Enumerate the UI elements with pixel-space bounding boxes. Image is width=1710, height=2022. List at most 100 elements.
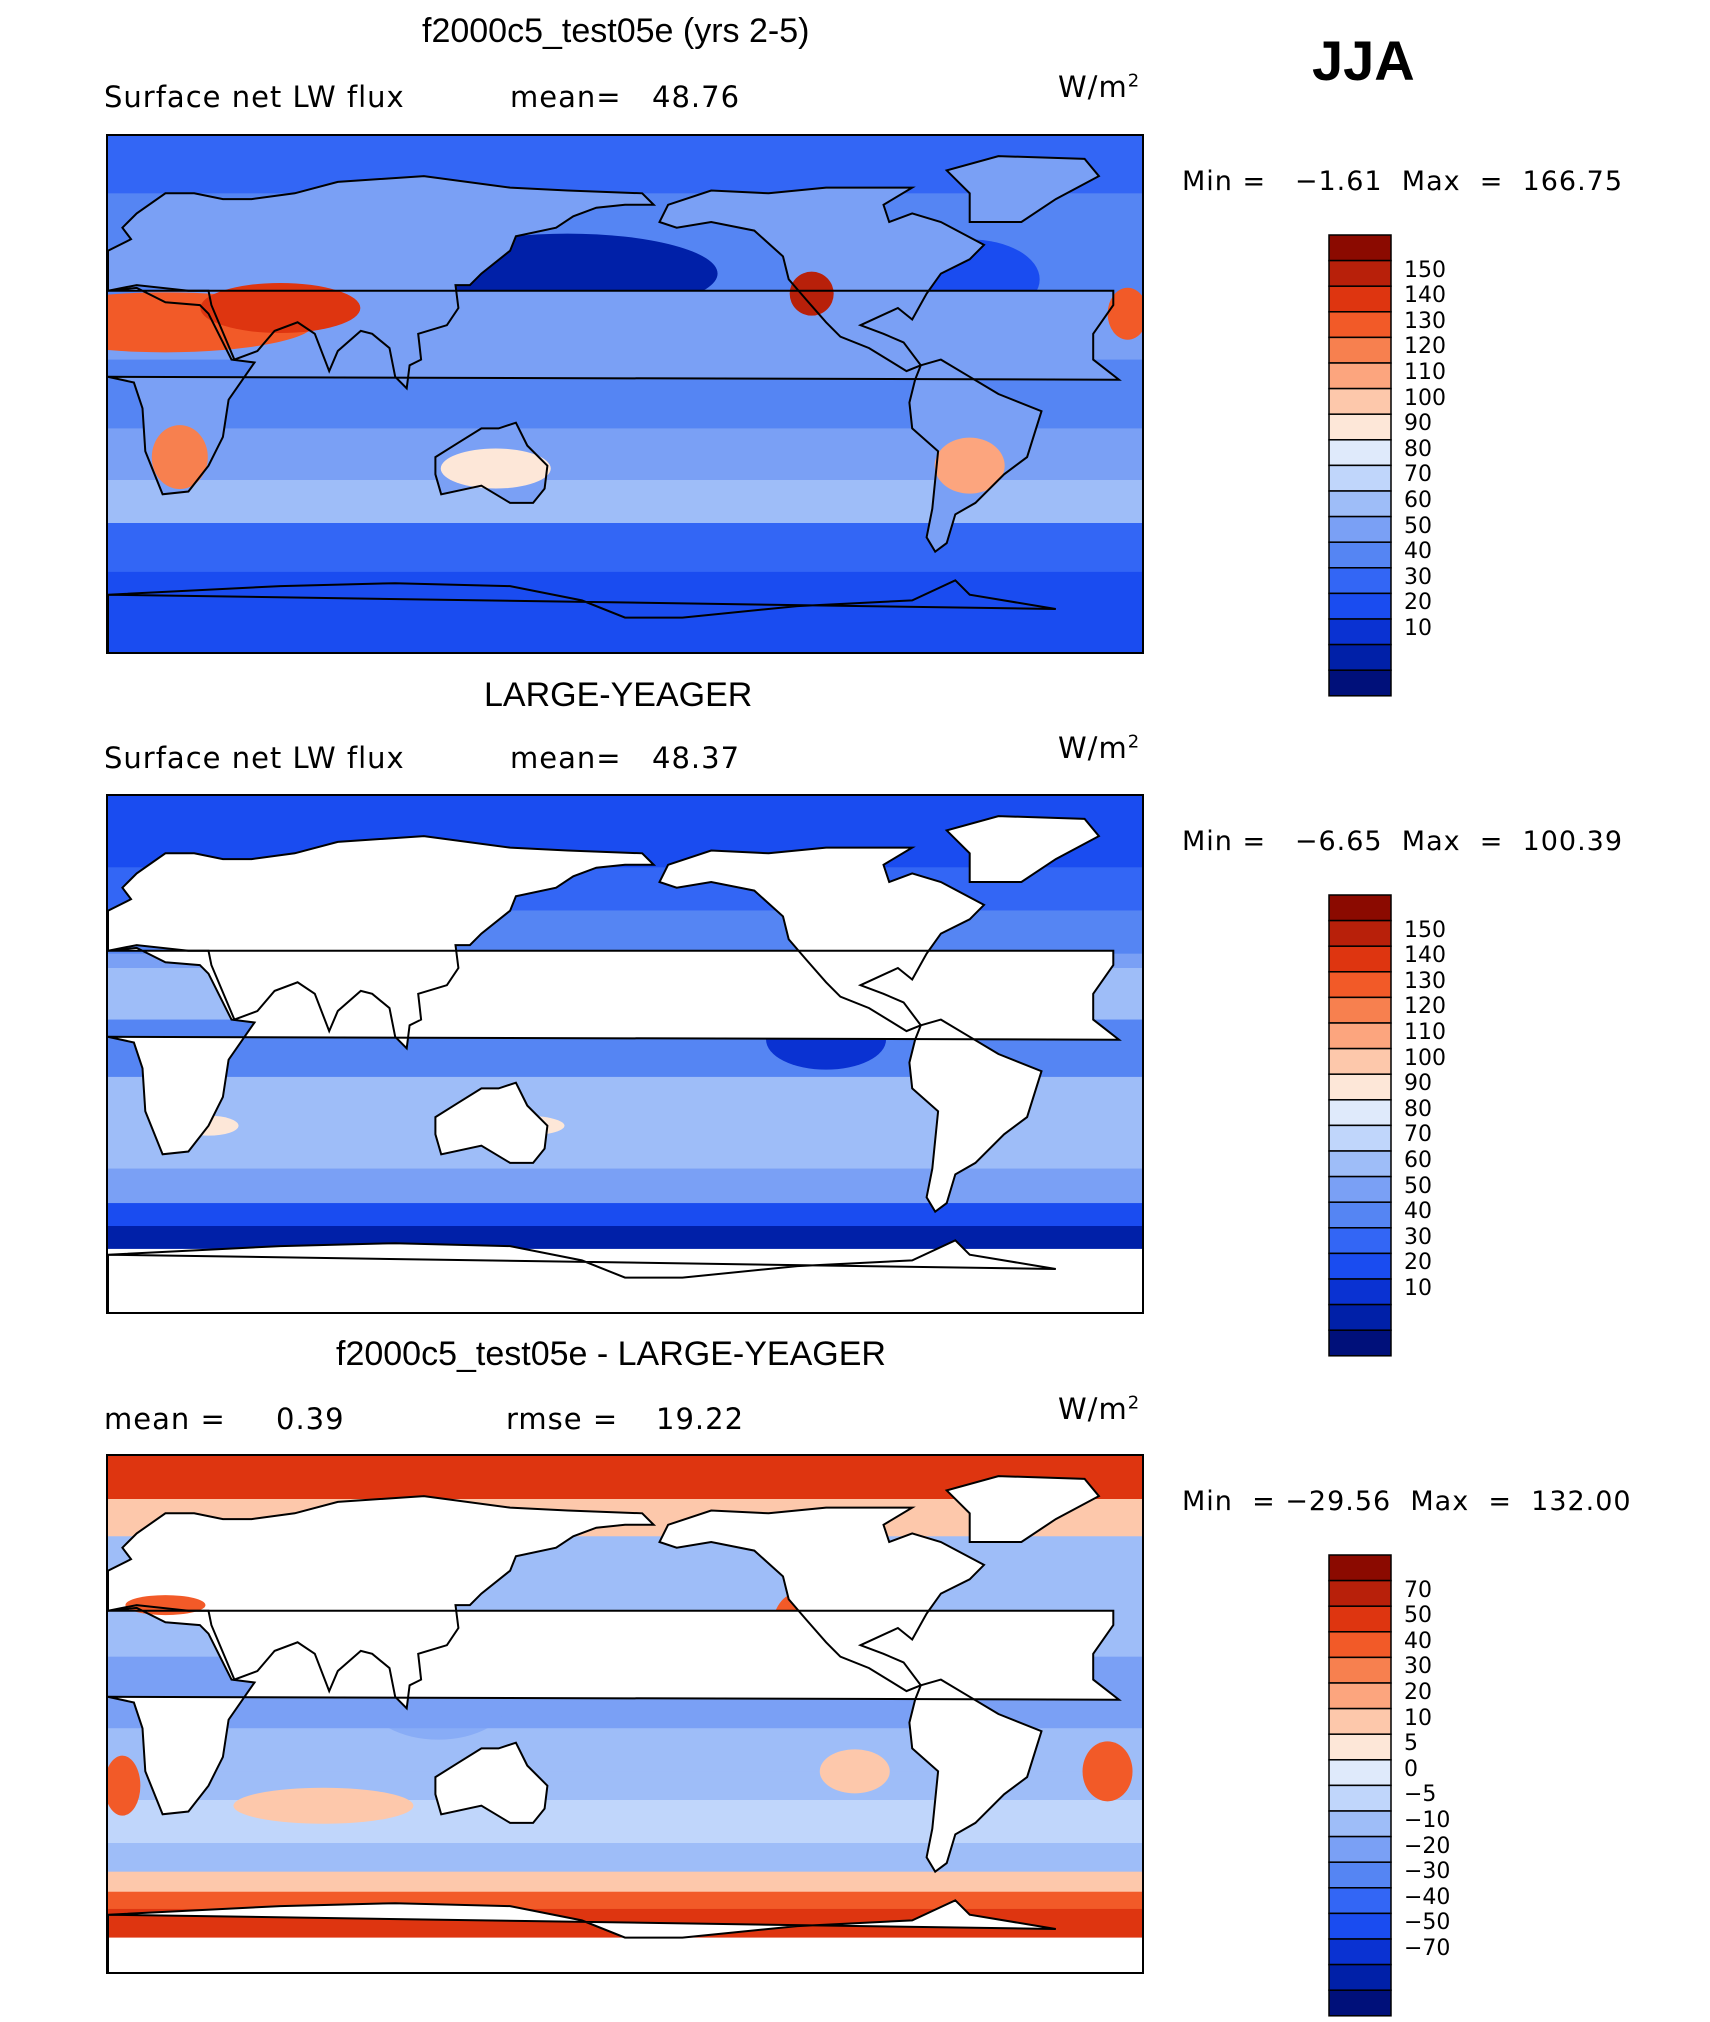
colorbar-tick-label: 140 [1404, 283, 1446, 309]
colorbar-tick-label: 50 [1404, 513, 1432, 539]
colorbar-tick-label: −20 [1404, 1833, 1451, 1859]
colorbar-box [1328, 919, 1392, 947]
colorbar-box [1328, 1022, 1392, 1050]
colorbar-box [1328, 1835, 1392, 1863]
panel-2-map-canvas [108, 796, 1142, 1312]
colorbar-box [1328, 643, 1392, 671]
colorbar-tick-label: −40 [1404, 1884, 1451, 1910]
panel-2-units: W/m2 [1058, 731, 1141, 765]
colorbar-tick-label: −50 [1404, 1910, 1451, 1936]
colorbar-tick-label: 100 [1404, 385, 1446, 411]
colorbar-box [1328, 464, 1392, 492]
colorbar-box [1328, 1784, 1392, 1812]
colorbar-box [1328, 490, 1392, 518]
colorbar-box [1328, 1047, 1392, 1075]
colorbar-box [1328, 1733, 1392, 1761]
panel-2-mean-value: 48.37 [652, 741, 741, 775]
panel-3-rmse-label: rmse = [506, 1402, 619, 1436]
colorbar-box [1328, 1963, 1392, 1991]
panel-2-variable: Surface net LW flux [104, 741, 405, 775]
panel-2-minmax: Min = −6.65 Max = 100.39 [1182, 826, 1624, 857]
panel-2-mean-label: mean= [510, 741, 622, 775]
colorbar-tick-label: 30 [1404, 564, 1432, 590]
colorbar-box [1328, 234, 1392, 262]
colorbar-boxes [1328, 1554, 1392, 2017]
colorbar-tick-label: 30 [1404, 1654, 1432, 1680]
season-label: JJA [1312, 29, 1415, 92]
panel-1-map-canvas [108, 136, 1142, 652]
colorbar-box [1328, 592, 1392, 620]
colorbar-tick-label: 70 [1404, 1122, 1432, 1148]
colorbar-tick-label: 20 [1404, 590, 1432, 616]
colorbar-box [1328, 1682, 1392, 1710]
colorbar-tick-label: 150 [1404, 257, 1446, 283]
colorbar-tick-label: −30 [1404, 1859, 1451, 1885]
colorbar-box [1328, 541, 1392, 569]
panel-1-mean-label: mean= [510, 80, 622, 114]
colorbar-tick-label: 150 [1404, 917, 1446, 943]
colorbar-tick-label: 10 [1404, 616, 1432, 641]
colorbar-box [1328, 336, 1392, 364]
panel-1-units: W/m2 [1058, 70, 1141, 104]
colorbar-box [1328, 1554, 1392, 1582]
colorbar-tick-label: 5 [1404, 1731, 1418, 1757]
colorbar-tick-label: −5 [1404, 1782, 1437, 1808]
colorbar-box [1328, 1073, 1392, 1101]
colorbar-tick-label: 20 [1404, 1250, 1432, 1276]
panel-3-mean-label: mean = [104, 1402, 226, 1436]
colorbar-box [1328, 1201, 1392, 1229]
colorbar-box [1328, 1579, 1392, 1607]
colorbar-box [1328, 1303, 1392, 1331]
colorbar-box [1328, 1707, 1392, 1735]
colorbar-box [1328, 1656, 1392, 1684]
panel-3-mean-value: 0.39 [276, 1402, 345, 1436]
colorbar-box [1328, 439, 1392, 467]
panel-1-title: f2000c5_test05e (yrs 2-5) [422, 12, 810, 50]
colorbar-box [1328, 567, 1392, 595]
panel-2-map [106, 794, 1144, 1314]
colorbar-box [1328, 1912, 1392, 1940]
colorbar-tick-label: 130 [1404, 968, 1446, 994]
colorbar-box [1328, 1759, 1392, 1787]
colorbar-box [1328, 1227, 1392, 1255]
colorbar-box [1328, 285, 1392, 313]
colorbar-box [1328, 618, 1392, 646]
colorbar-box [1328, 945, 1392, 973]
panel-3-rmse-value: 19.22 [656, 1402, 745, 1436]
colorbar-box [1328, 1605, 1392, 1633]
colorbar-tick-label: 60 [1404, 488, 1432, 513]
colorbar-box [1328, 971, 1392, 999]
colorbar-tick-label: 140 [1404, 943, 1446, 969]
panel-3-minmax: Min = −29.56 Max = 132.00 [1182, 1486, 1632, 1517]
panel-3-map-canvas [108, 1456, 1142, 1972]
colorbar-tick-label: 70 [1404, 1577, 1432, 1603]
colorbar-box [1328, 1938, 1392, 1966]
panel-3-colorbar: 70 50 40 30 20 10 5 0 −5 −10 −20 −30 −40 −50 −70 [1328, 1554, 1450, 2022]
colorbar-box [1328, 259, 1392, 287]
colorbar-box [1328, 1810, 1392, 1838]
panel-1-minmax: Min = −1.61 Max = 166.75 [1182, 166, 1624, 197]
colorbar-box [1328, 1631, 1392, 1659]
colorbar-boxes [1328, 234, 1392, 697]
colorbar-box [1328, 1278, 1392, 1306]
panel-1-map [106, 134, 1144, 654]
colorbar-tick-label: 130 [1404, 308, 1446, 334]
panel-1-variable: Surface net LW flux [104, 80, 405, 114]
colorbar-tick-label: 60 [1404, 1148, 1432, 1173]
colorbar-box [1328, 1124, 1392, 1152]
colorbar-box [1328, 1175, 1392, 1203]
colorbar-box [1328, 362, 1392, 390]
colorbar-box [1328, 1887, 1392, 1915]
colorbar-tick-label: 40 [1404, 539, 1432, 565]
colorbar-tick-label: 110 [1404, 1020, 1446, 1045]
colorbar-box [1328, 1861, 1392, 1889]
colorbar-tick-label: 20 [1404, 1680, 1432, 1705]
colorbar-tick-label: 70 [1404, 462, 1432, 488]
panel-1-mean-value: 48.76 [652, 80, 741, 114]
colorbar-tick-label: −10 [1404, 1808, 1451, 1833]
panel-3-units: W/m2 [1058, 1392, 1141, 1426]
colorbar-tick-label: 80 [1404, 1096, 1432, 1122]
colorbar-box [1328, 669, 1392, 697]
colorbar-box [1328, 1329, 1392, 1357]
colorbar-tick-label: 120 [1404, 994, 1446, 1020]
